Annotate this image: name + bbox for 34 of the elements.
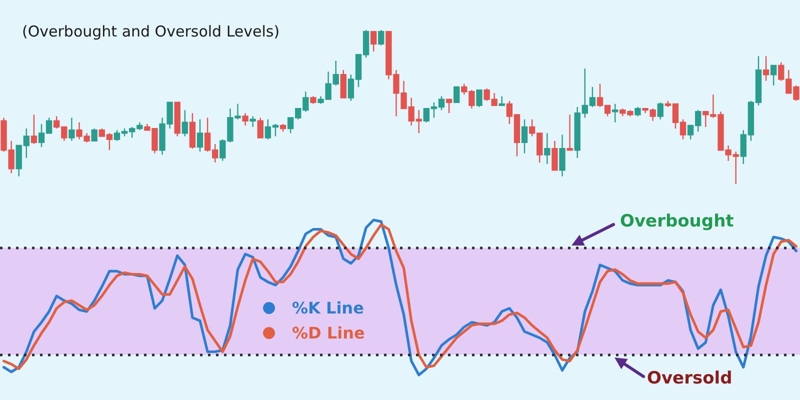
ref-line-label: Oversold — [647, 368, 732, 388]
candlestick — [370, 30, 377, 52]
candlestick — [657, 102, 664, 120]
candlestick — [182, 109, 188, 137]
candlestick — [196, 118, 204, 152]
candlestick — [378, 29, 384, 46]
candlestick — [250, 116, 256, 128]
candlestick — [559, 134, 566, 177]
candlestick — [30, 114, 38, 145]
candlestick — [566, 114, 573, 151]
candlestick — [544, 132, 550, 165]
candlestick — [634, 106, 641, 117]
candlestick — [521, 118, 528, 154]
legend-label: %K Line — [292, 298, 364, 318]
candlestick — [340, 69, 346, 98]
candlestick — [498, 96, 505, 106]
candlestick — [174, 102, 180, 137]
candlestick — [454, 86, 460, 103]
candlestick — [189, 112, 196, 150]
candlestick — [612, 103, 618, 123]
candlestick — [280, 123, 286, 132]
ref-line-label: Overbought — [620, 211, 734, 232]
candlestick — [257, 117, 264, 138]
legend-label: %D Line — [292, 324, 365, 342]
chart-title: (Overbought and Oversold Levels) — [22, 22, 280, 40]
candlestick — [770, 64, 777, 86]
candlestick — [446, 98, 452, 114]
candlestick — [310, 96, 316, 105]
candlestick — [68, 117, 75, 142]
candlestick — [91, 128, 98, 142]
candlestick — [242, 112, 248, 126]
candlestick — [552, 140, 558, 171]
candlestick — [762, 56, 770, 82]
candlestick — [476, 89, 482, 108]
